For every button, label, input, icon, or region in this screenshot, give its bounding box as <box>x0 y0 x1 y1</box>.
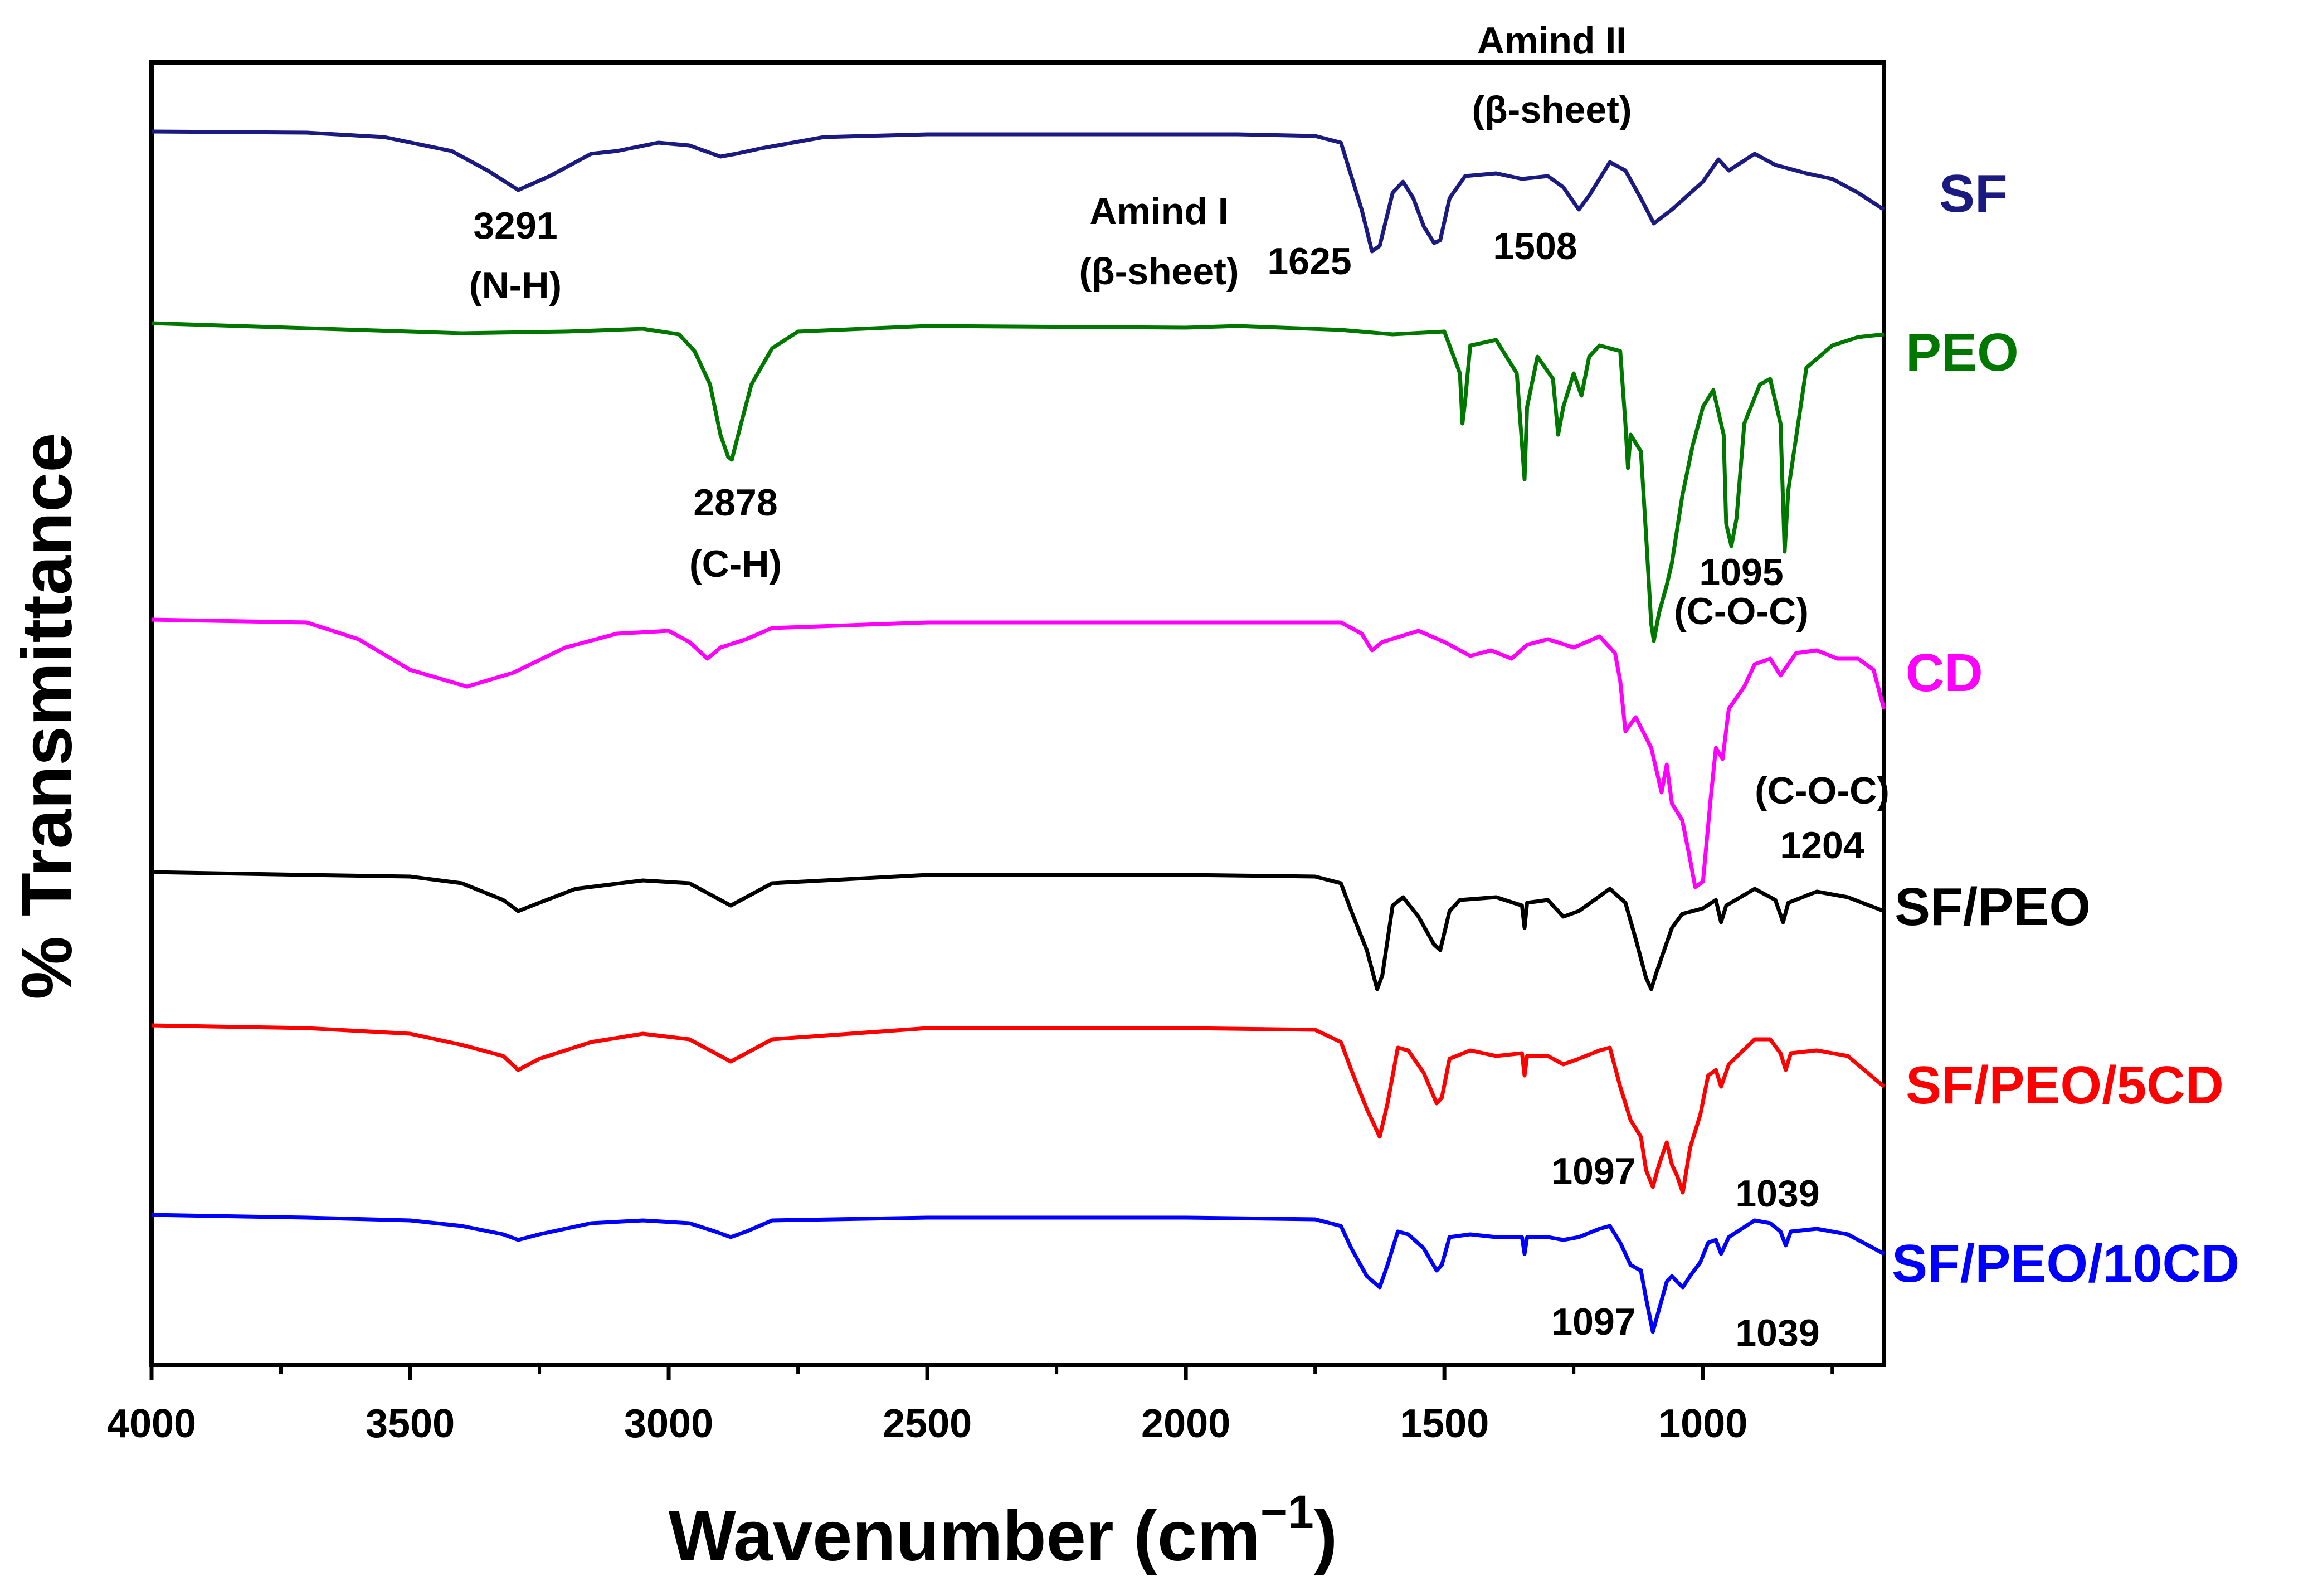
annotation-text: 1039 <box>1735 1172 1819 1215</box>
annotation-text: 1097 <box>1551 1301 1635 1343</box>
x-tick-label: 2500 <box>883 1402 972 1446</box>
annotation-text: (β-sheet) <box>1079 250 1239 293</box>
annotation-text: 1625 <box>1267 240 1351 283</box>
annotation-text: 2878 <box>693 481 777 524</box>
annotation-text: 1039 <box>1735 1312 1819 1354</box>
series-line-sf-peo-10cd <box>151 1213 1885 1334</box>
x-tick-label: 2000 <box>1141 1402 1230 1446</box>
series-labels: SF PEO CD SF/PEO SF/PEO/5CD SF/PEO/10CD <box>1892 164 2239 1293</box>
series-line-peo <box>151 321 1885 643</box>
x-tick-label: 1500 <box>1400 1402 1489 1446</box>
annotation-text: 3291 <box>473 205 557 247</box>
x-axis-ticks: 4000 3500 3000 2500 2000 1500 1000 <box>107 1365 1834 1446</box>
x-tick-label: 1000 <box>1658 1402 1747 1446</box>
series-label: SF/PEO/10CD <box>1892 1234 2239 1293</box>
series-line-sf-peo <box>151 870 1885 991</box>
x-axis-label-close: ) <box>1314 1496 1338 1576</box>
series-label: SF/PEO/5CD <box>1906 1055 2224 1115</box>
x-axis-label-sup: −1 <box>1260 1486 1314 1538</box>
series-label: PEO <box>1906 323 2019 382</box>
series-line-sf <box>151 129 1885 254</box>
annotation-text: (C-O-C) <box>1674 590 1809 632</box>
annotation-text: 1508 <box>1493 225 1577 267</box>
annotation-text: (N-H) <box>469 264 562 306</box>
x-tick-label: 3000 <box>624 1402 713 1446</box>
series-line-sf-peo-5cd <box>151 1023 1886 1195</box>
x-axis-label: Wavenumber (cm−1) <box>669 1486 1338 1576</box>
spectra-traces <box>151 129 1886 1334</box>
annotation-text: (C-O-C) <box>1755 770 1890 812</box>
x-tick-label: 3500 <box>366 1402 455 1446</box>
annotation-text: 1097 <box>1551 1150 1635 1193</box>
series-label: CD <box>1906 643 1983 703</box>
annotation-text: 1095 <box>1699 551 1783 593</box>
x-tick-label: 4000 <box>107 1402 196 1446</box>
annotation-text: Amind I <box>1089 190 1228 232</box>
series-label: SF <box>1939 164 2008 223</box>
series-line-cd <box>151 617 1886 889</box>
series-label: SF/PEO <box>1895 877 2091 937</box>
annotation-text: Amind II <box>1477 20 1627 62</box>
annotation-text: 1204 <box>1780 824 1864 867</box>
y-axis-label: % Transmittance <box>7 432 87 999</box>
annotation-text: (C-H) <box>689 543 782 585</box>
peak-annotations: 3291 (N-H) Amind I (β-sheet) 1625 Amind II (β-… <box>469 20 1890 1354</box>
plot-frame <box>149 60 1886 1367</box>
annotation-text: (β-sheet) <box>1472 89 1632 131</box>
